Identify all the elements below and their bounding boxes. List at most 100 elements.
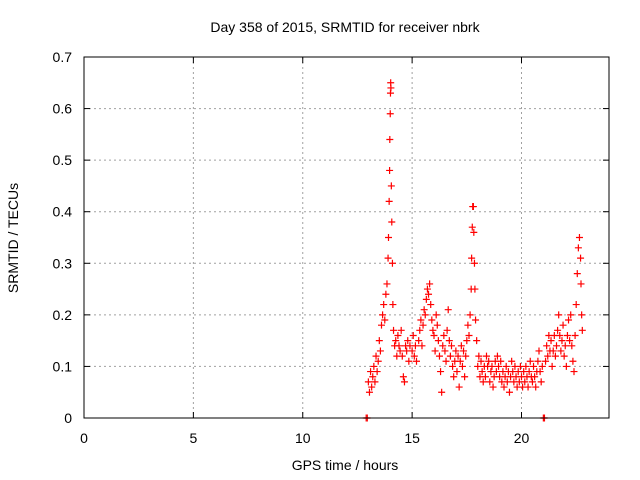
data-point — [379, 311, 387, 319]
data-point — [530, 362, 538, 370]
data-point — [486, 378, 494, 386]
data-point — [425, 290, 433, 298]
data-point — [381, 316, 389, 324]
data-point — [458, 362, 466, 370]
data-point — [562, 362, 570, 370]
axis-ticks — [83, 56, 609, 419]
data-point — [418, 342, 426, 350]
data-point — [468, 223, 476, 231]
data-point — [370, 362, 378, 370]
data-point — [549, 347, 557, 355]
data-point — [421, 311, 429, 319]
data-point — [478, 368, 486, 376]
data-point — [367, 368, 375, 376]
x-tick-label: 15 — [404, 430, 420, 446]
data-point — [578, 326, 586, 334]
data-point — [462, 352, 470, 360]
data-point — [411, 342, 419, 350]
data-point — [429, 326, 437, 334]
data-point — [387, 84, 395, 92]
data-point — [456, 357, 464, 365]
data-point — [495, 362, 503, 370]
data-point — [398, 352, 406, 360]
data-point — [397, 326, 405, 334]
data-point — [383, 280, 391, 288]
data-point — [500, 383, 508, 391]
data-point — [524, 383, 532, 391]
data-point — [535, 347, 543, 355]
data-point — [473, 337, 481, 345]
data-point — [493, 352, 501, 360]
data-point — [475, 352, 483, 360]
data-point — [441, 347, 449, 355]
data-point — [557, 347, 565, 355]
data-point — [461, 373, 469, 381]
data-point — [508, 357, 516, 365]
grid — [84, 57, 609, 418]
data-point — [382, 290, 390, 298]
y-tick-label: 0.6 — [53, 101, 73, 117]
data-point — [404, 337, 412, 345]
data-point — [474, 362, 482, 370]
axis-tick-labels: 0 0.1 0.2 0.3 0.4 0.5 0.6 0.7 0 5 10 15 20 — [53, 49, 530, 446]
data-point — [488, 362, 496, 370]
data-point — [438, 388, 446, 396]
data-point — [419, 321, 427, 329]
data-point — [532, 383, 540, 391]
data-point — [471, 285, 479, 293]
data-point — [439, 342, 447, 350]
data-point — [502, 362, 510, 370]
data-point — [371, 378, 379, 386]
data-point — [389, 301, 397, 309]
data-point — [477, 357, 485, 365]
data-point — [395, 342, 403, 350]
data-point — [570, 368, 578, 376]
data-point — [433, 321, 441, 329]
data-point — [555, 311, 563, 319]
data-point — [457, 342, 465, 350]
data-point — [434, 337, 442, 345]
data-point — [416, 326, 424, 334]
data-point — [364, 378, 372, 386]
data-point — [567, 311, 575, 319]
data-point — [534, 357, 542, 365]
data-point — [423, 285, 431, 293]
data-point — [428, 316, 436, 324]
data-point — [427, 301, 435, 309]
data-point — [531, 373, 539, 381]
data-point — [466, 311, 474, 319]
data-point — [556, 331, 564, 339]
data-point — [479, 378, 487, 386]
data-point — [386, 110, 394, 118]
data-point — [566, 337, 574, 345]
data-point — [385, 234, 392, 241]
data-point — [443, 326, 451, 334]
data-point — [568, 342, 576, 350]
data-point — [375, 337, 383, 345]
data-point — [373, 368, 381, 376]
data-point — [365, 388, 373, 396]
data-point — [380, 301, 388, 309]
y-tick-label: 0.4 — [53, 204, 73, 220]
data-point — [561, 342, 569, 350]
data-point — [492, 368, 500, 376]
data-point — [390, 326, 398, 334]
data-point — [563, 331, 571, 339]
data-point — [388, 218, 396, 226]
data-point — [384, 254, 392, 262]
data-point — [400, 378, 408, 386]
data-point — [578, 311, 586, 319]
data-point — [408, 347, 416, 355]
data-point — [410, 352, 418, 360]
y-axis-title: SRMTID / TECUs — [5, 183, 21, 293]
y-tick-label: 0.5 — [53, 152, 73, 168]
data-point — [399, 373, 407, 381]
data-point — [577, 254, 585, 262]
data-point — [526, 357, 534, 365]
data-point — [547, 337, 555, 345]
data-point — [544, 352, 552, 360]
data-point — [465, 331, 473, 339]
data-point — [525, 368, 533, 376]
data-point — [560, 352, 568, 360]
